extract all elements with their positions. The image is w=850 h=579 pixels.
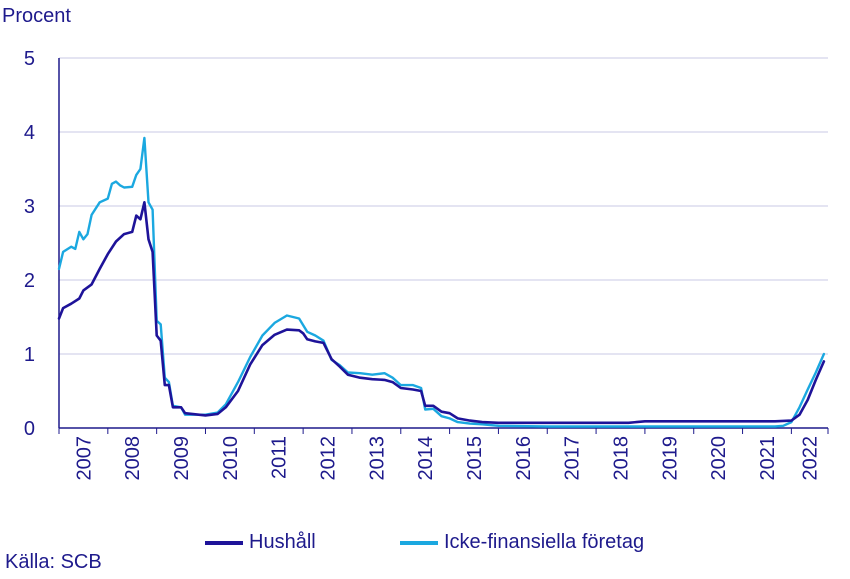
y-tick-label-0: 0 bbox=[24, 418, 35, 440]
legend-item-hushall: Hushåll bbox=[205, 531, 316, 554]
x-tick-label-2010: 2010 bbox=[220, 436, 242, 481]
x-tick-label-2012: 2012 bbox=[318, 436, 340, 481]
x-tick-label-2018: 2018 bbox=[610, 436, 632, 481]
x-tick-label-2016: 2016 bbox=[513, 436, 535, 481]
legend: Hushåll Icke-finansiella företag bbox=[0, 531, 850, 559]
series-line-hushall bbox=[57, 201, 826, 425]
x-tick-label-2009: 2009 bbox=[171, 436, 193, 481]
series-line-icke-finansiella bbox=[57, 136, 826, 428]
legend-swatch-icke-finansiella bbox=[400, 540, 438, 545]
y-tick-labels: 0 1 2 3 4 5 bbox=[24, 48, 35, 440]
x-tick-label-2015: 2015 bbox=[464, 436, 486, 481]
legend-label-icke-finansiella: Icke-finansiella företag bbox=[444, 531, 645, 553]
x-tick-label-2007: 2007 bbox=[73, 436, 95, 481]
y-tick-label-1: 1 bbox=[24, 344, 35, 366]
x-tick-labels: 2007 2008 2009 2010 2011 2012 2013 2014 2015 2016… bbox=[73, 436, 821, 481]
series-lines bbox=[57, 136, 826, 428]
x-tick-label-2019: 2019 bbox=[659, 436, 681, 481]
legend-swatch-hushall bbox=[205, 540, 243, 545]
y-tick-label-5: 5 bbox=[24, 48, 35, 70]
axes bbox=[58, 58, 829, 434]
x-tick-label-2014: 2014 bbox=[415, 436, 437, 481]
x-tick-label-2022: 2022 bbox=[800, 436, 822, 481]
source-note: Källa: SCB bbox=[5, 551, 102, 573]
x-tick-label-2008: 2008 bbox=[122, 436, 144, 481]
x-tick-label-2017: 2017 bbox=[562, 436, 584, 481]
y-tick-label-3: 3 bbox=[24, 196, 35, 218]
y-tick-label-2: 2 bbox=[24, 270, 35, 292]
x-tick-label-2020: 2020 bbox=[708, 436, 730, 481]
x-tick-label-2013: 2013 bbox=[366, 436, 388, 481]
y-axis-unit-label: Procent bbox=[2, 5, 71, 27]
x-tick-label-2021: 2021 bbox=[757, 436, 779, 481]
x-tick-label-2011: 2011 bbox=[269, 436, 291, 479]
y-tick-label-4: 4 bbox=[24, 122, 35, 144]
legend-label-hushall: Hushåll bbox=[249, 531, 316, 553]
legend-item-icke-finansiella: Icke-finansiella företag bbox=[400, 531, 644, 554]
gridlines bbox=[59, 57, 828, 355]
